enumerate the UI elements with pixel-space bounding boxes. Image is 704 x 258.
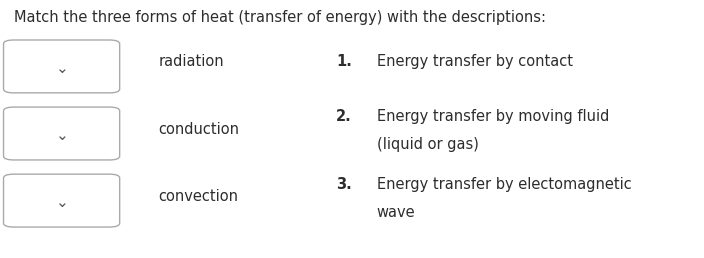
FancyBboxPatch shape xyxy=(4,107,120,160)
FancyBboxPatch shape xyxy=(4,174,120,227)
Text: Energy transfer by moving fluid: Energy transfer by moving fluid xyxy=(377,109,609,124)
Text: convection: convection xyxy=(158,189,239,204)
Text: Energy transfer by electomagnetic: Energy transfer by electomagnetic xyxy=(377,177,631,192)
Text: ⌄: ⌄ xyxy=(56,128,68,143)
Text: radiation: radiation xyxy=(158,54,224,69)
FancyBboxPatch shape xyxy=(4,40,120,93)
Text: 2.: 2. xyxy=(337,109,352,124)
Text: 3.: 3. xyxy=(337,177,352,192)
Text: conduction: conduction xyxy=(158,122,239,136)
Text: Energy transfer by contact: Energy transfer by contact xyxy=(377,54,572,69)
Text: (liquid or gas): (liquid or gas) xyxy=(377,137,479,152)
Text: ⌄: ⌄ xyxy=(56,61,68,76)
Text: Match the three forms of heat (transfer of energy) with the descriptions:: Match the three forms of heat (transfer … xyxy=(14,10,546,25)
Text: 1.: 1. xyxy=(336,54,352,69)
Text: ⌄: ⌄ xyxy=(56,195,68,210)
Text: wave: wave xyxy=(377,205,415,220)
